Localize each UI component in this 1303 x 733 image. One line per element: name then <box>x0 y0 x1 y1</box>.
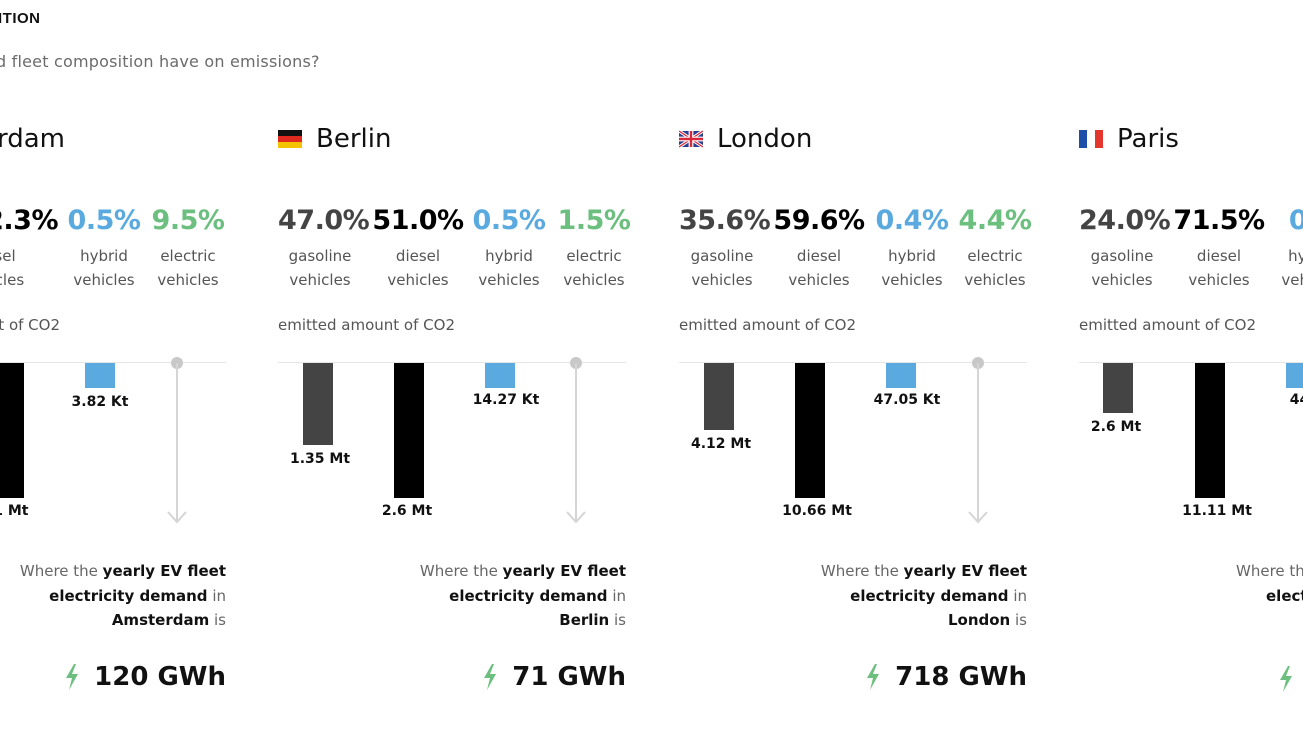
bar-hybrid <box>1286 363 1303 388</box>
down-arrow-icon <box>968 357 988 524</box>
city-title: Berlin <box>278 124 391 154</box>
emitted-label: emitted amount of CO2 <box>679 316 856 334</box>
lightning-bolt-icon <box>1280 666 1292 692</box>
stat-diesel: 71.5% diesel vehicles <box>1173 205 1265 289</box>
stat-hybrid: 0.5% hybrid vehicles <box>65 203 143 292</box>
city-panel-berlin: Berlin 47.0% gasoline vehicles 51.0% dies… <box>278 0 638 733</box>
emitted-label: emitted amount of CO2 <box>1079 316 1256 334</box>
demand-note: Where the yearly EV fleet electricity de… <box>820 562 1027 629</box>
stat-hybrid: 0.4% hybrid vehicles <box>875 205 949 289</box>
value-hybrid: 14.27 Kt <box>472 392 540 408</box>
value-diesel: 51 Mt <box>0 503 29 519</box>
stat-hybrid: 0.5% hybrid vehicles <box>472 205 546 289</box>
city-name: London <box>717 124 813 154</box>
demand-note: Where the yearly EV fleet electricity de… <box>19 562 226 629</box>
hybrid-share: 0.5% <box>67 205 141 236</box>
city-name: rdam <box>0 124 65 154</box>
bar-hybrid <box>485 363 515 388</box>
uk-flag-icon <box>679 130 703 148</box>
emitted-label: emitted amount of CO2 <box>0 316 60 334</box>
value-diesel: 10.66 Mt <box>782 503 852 519</box>
germany-flag-icon <box>278 130 302 148</box>
value-hybrid: 44.5 <box>1289 392 1303 408</box>
france-flag-icon <box>1079 130 1103 148</box>
city-panel-london: London 35.6% gasoline vehicles 59.6% dies… <box>679 0 1039 733</box>
lightning-bolt-icon <box>484 664 497 690</box>
demand-value: 120 GWh <box>64 662 226 692</box>
value-gasoline: 2.6 Mt <box>1090 419 1142 435</box>
bar-gasoline <box>1103 363 1133 413</box>
stat-gasoline: 35.6% gasoline vehicles <box>679 205 771 289</box>
stat-electric: 9.5% electric vehicles <box>149 203 227 292</box>
fleet-shares: 47.0% gasoline vehicles 51.0% diesel vehic… <box>278 203 634 292</box>
down-arrow-icon <box>167 357 187 524</box>
chart-baseline <box>1079 362 1303 363</box>
demand-note: Where the yearly EV fleet electricity de… <box>419 562 626 629</box>
stat-diesel: 59.6% diesel vehicles <box>773 205 865 289</box>
diesel-share: 2.3% <box>0 205 59 236</box>
demand-value: 718 GWh <box>865 662 1027 692</box>
down-arrow-icon <box>566 357 586 524</box>
stat-diesel: 2.3% <box>0 203 59 239</box>
bar-hybrid <box>85 363 115 388</box>
demand-value: 71 GWh <box>482 662 626 692</box>
city-title: Paris <box>1079 124 1179 154</box>
value-gasoline: 1.35 Mt <box>289 451 351 467</box>
fleet-shares: 24.0% gasoline vehicles 71.5% diesel vehic… <box>1079 203 1303 292</box>
value-diesel: 11.11 Mt <box>1182 503 1252 519</box>
value-hybrid: 3.82 Kt <box>71 394 129 410</box>
city-name: Paris <box>1117 124 1179 154</box>
lightning-bolt-icon <box>66 664 79 690</box>
stat-gasoline: 47.0% gasoline vehicles <box>278 205 370 289</box>
lightning-bolt-icon <box>867 664 880 690</box>
bar-diesel <box>394 363 424 498</box>
value-hybrid: 47.05 Kt <box>873 392 941 408</box>
section-title: ITION <box>0 10 41 27</box>
city-name: Berlin <box>316 124 392 154</box>
chart-baseline <box>278 362 626 363</box>
demand-note: Where th elect <box>1236 562 1303 605</box>
city-title: London <box>679 124 812 154</box>
bar-diesel <box>795 363 825 498</box>
bar-diesel <box>0 363 24 498</box>
value-gasoline: 4.12 Mt <box>690 436 752 452</box>
bar-gasoline <box>303 363 333 445</box>
section-question: d fleet composition have on emissions? <box>0 52 320 71</box>
stat-electric: 4.4% electric vehicles <box>958 205 1032 289</box>
stat-gasoline: 24.0% gasoline vehicles <box>1079 205 1171 289</box>
bar-gasoline <box>704 363 734 430</box>
city-panel-paris: Paris 24.0% gasoline vehicles 71.5% diese… <box>1079 0 1303 733</box>
fleet-shares: 35.6% gasoline vehicles 59.6% diesel vehic… <box>679 203 1033 292</box>
stat-electric: 1.5% electric vehicles <box>557 205 631 289</box>
electric-share: 9.5% <box>151 205 225 236</box>
chart-baseline <box>0 362 226 363</box>
emitted-label: emitted amount of CO2 <box>278 316 455 334</box>
bar-diesel <box>1195 363 1225 498</box>
stat-diesel-label: iesel hicles <box>0 247 25 289</box>
stat-diesel: 51.0% diesel vehicles <box>372 205 464 289</box>
value-diesel: 2.6 Mt <box>381 503 433 519</box>
city-panel-amsterdam: rdam 2.3% iesel hicles 0.5% hybrid vehic… <box>0 0 226 733</box>
bar-hybrid <box>886 363 916 388</box>
chart-baseline <box>679 362 1027 363</box>
